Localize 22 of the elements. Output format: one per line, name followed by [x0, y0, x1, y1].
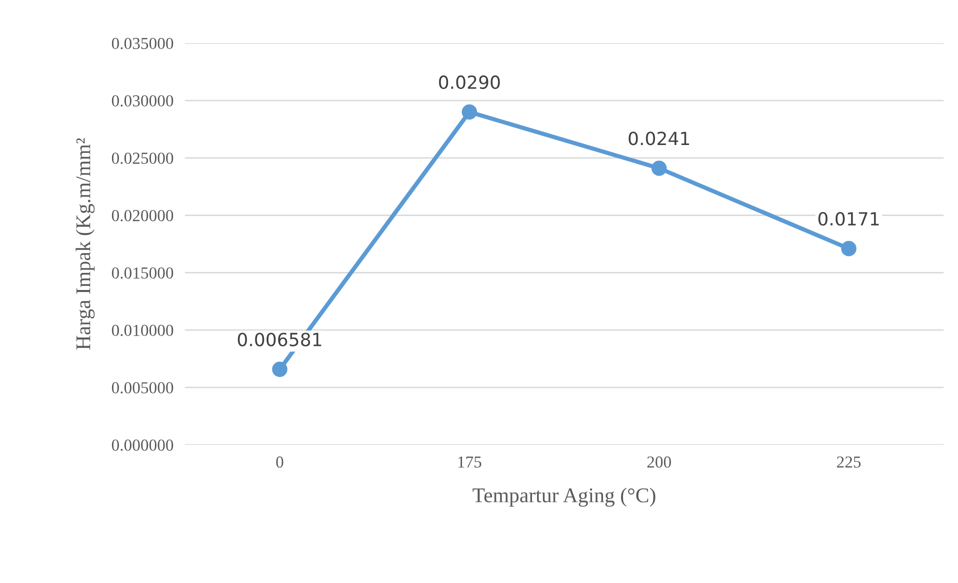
- y-tick-label: 0.010000: [112, 324, 174, 336]
- y-tick-label: 0.005000: [112, 382, 174, 394]
- point: [462, 104, 478, 120]
- data-label: 0.0241: [628, 132, 690, 146]
- point: [841, 240, 856, 256]
- y-tick-label: 0.020000: [112, 210, 174, 222]
- x-tick-label: 0: [276, 456, 284, 468]
- y-tick-label: 0.030000: [112, 95, 174, 107]
- x-tick-label: 175: [458, 456, 482, 468]
- x-tick-label: 200: [647, 456, 671, 468]
- data-label: 0.0290: [439, 75, 500, 90]
- data-label: 0.006581: [238, 332, 322, 346]
- x-axis-title: Tempartur Aging (°C): [472, 488, 656, 507]
- point: [272, 362, 288, 377]
- y-tick-label: 0.035000: [112, 38, 174, 50]
- x-tick-label: 225: [837, 456, 861, 468]
- y-tick-label: 0.015000: [112, 267, 174, 279]
- y-tick-label: 0.000000: [112, 440, 174, 451]
- y-axis-title: Harga Impak (Kg.m/mm²: [76, 138, 95, 350]
- point: [651, 160, 667, 176]
- data-label: 0.0171: [818, 212, 879, 226]
- y-tick-label: 0.025000: [112, 152, 174, 164]
